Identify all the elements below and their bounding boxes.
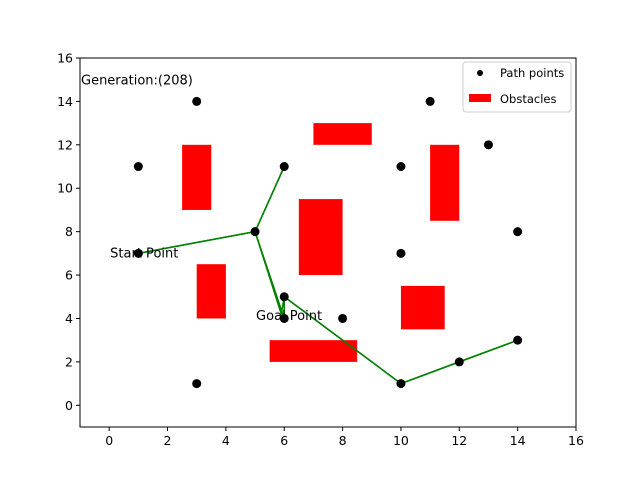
path-point-2 bbox=[192, 96, 202, 106]
obstacle-rect-4 bbox=[269, 340, 358, 362]
y-tick-label-0: 0 bbox=[65, 398, 73, 413]
plot-area bbox=[133, 96, 523, 389]
path-point-4 bbox=[250, 227, 260, 237]
path-point-16 bbox=[513, 335, 523, 345]
x-tick-label-5: 10 bbox=[393, 433, 409, 448]
x-tick-label-0: 0 bbox=[105, 433, 113, 448]
y-tick-label-2: 4 bbox=[65, 311, 73, 326]
x-tick-label-4: 8 bbox=[339, 433, 347, 448]
obstacle-rect-1 bbox=[196, 264, 226, 319]
x-tick-label-7: 14 bbox=[510, 433, 526, 448]
y-tick-label-1: 2 bbox=[65, 354, 73, 369]
x-tick-label-8: 16 bbox=[568, 433, 584, 448]
path-point-11 bbox=[396, 379, 406, 389]
path-point-10 bbox=[396, 248, 406, 258]
x-tick-label-1: 2 bbox=[164, 433, 172, 448]
path-point-7 bbox=[279, 313, 289, 323]
legend-label-0: Path points bbox=[500, 66, 564, 80]
legend-label-1: Obstacles bbox=[500, 92, 556, 106]
y-tick-label-4: 8 bbox=[65, 224, 73, 239]
path-point-6 bbox=[279, 292, 289, 302]
y-tick-label-7: 14 bbox=[57, 94, 73, 109]
legend-marker-1 bbox=[469, 94, 491, 102]
annotations: Generation:(208) Start Point Goal Point bbox=[81, 74, 322, 325]
axes-frame bbox=[79, 57, 577, 428]
path-point-0 bbox=[133, 248, 143, 258]
obstacle-rect-0 bbox=[182, 144, 212, 210]
y-tick-label-3: 6 bbox=[65, 268, 73, 283]
path-point-15 bbox=[513, 227, 523, 237]
obstacle-rect-2 bbox=[313, 123, 372, 145]
annotation-2: Goal Point bbox=[256, 309, 322, 324]
path-point-14 bbox=[483, 140, 493, 150]
path-point-12 bbox=[425, 96, 435, 106]
path-point-8 bbox=[338, 313, 348, 323]
path-line-1 bbox=[138, 165, 518, 385]
axes: 0 2 4 6 8 10 12 14 16 0 2 4 6 8 10 12 14 16 bbox=[57, 51, 584, 449]
path-point-5 bbox=[279, 162, 289, 172]
path-point-9 bbox=[396, 162, 406, 172]
x-tick-label-6: 12 bbox=[451, 433, 467, 448]
x-tick-label-2: 4 bbox=[222, 433, 230, 448]
path-point-13 bbox=[454, 357, 464, 367]
y-tick-label-5: 10 bbox=[57, 181, 73, 196]
annotation-1: Start Point bbox=[110, 246, 178, 261]
path-point-1 bbox=[133, 162, 143, 172]
y-tick-label-8: 16 bbox=[57, 51, 73, 66]
annotation-0: Generation:(208) bbox=[81, 74, 193, 89]
obstacle-rect-5 bbox=[430, 144, 460, 221]
legend-marker-0 bbox=[477, 70, 483, 76]
y-tick-label-6: 12 bbox=[57, 137, 73, 152]
x-tick-label-3: 6 bbox=[280, 433, 288, 448]
obstacle-rect-6 bbox=[400, 285, 445, 330]
legend: Path points Obstacles bbox=[462, 61, 572, 113]
obstacle-rect-3 bbox=[298, 199, 343, 276]
path-point-3 bbox=[192, 379, 202, 389]
